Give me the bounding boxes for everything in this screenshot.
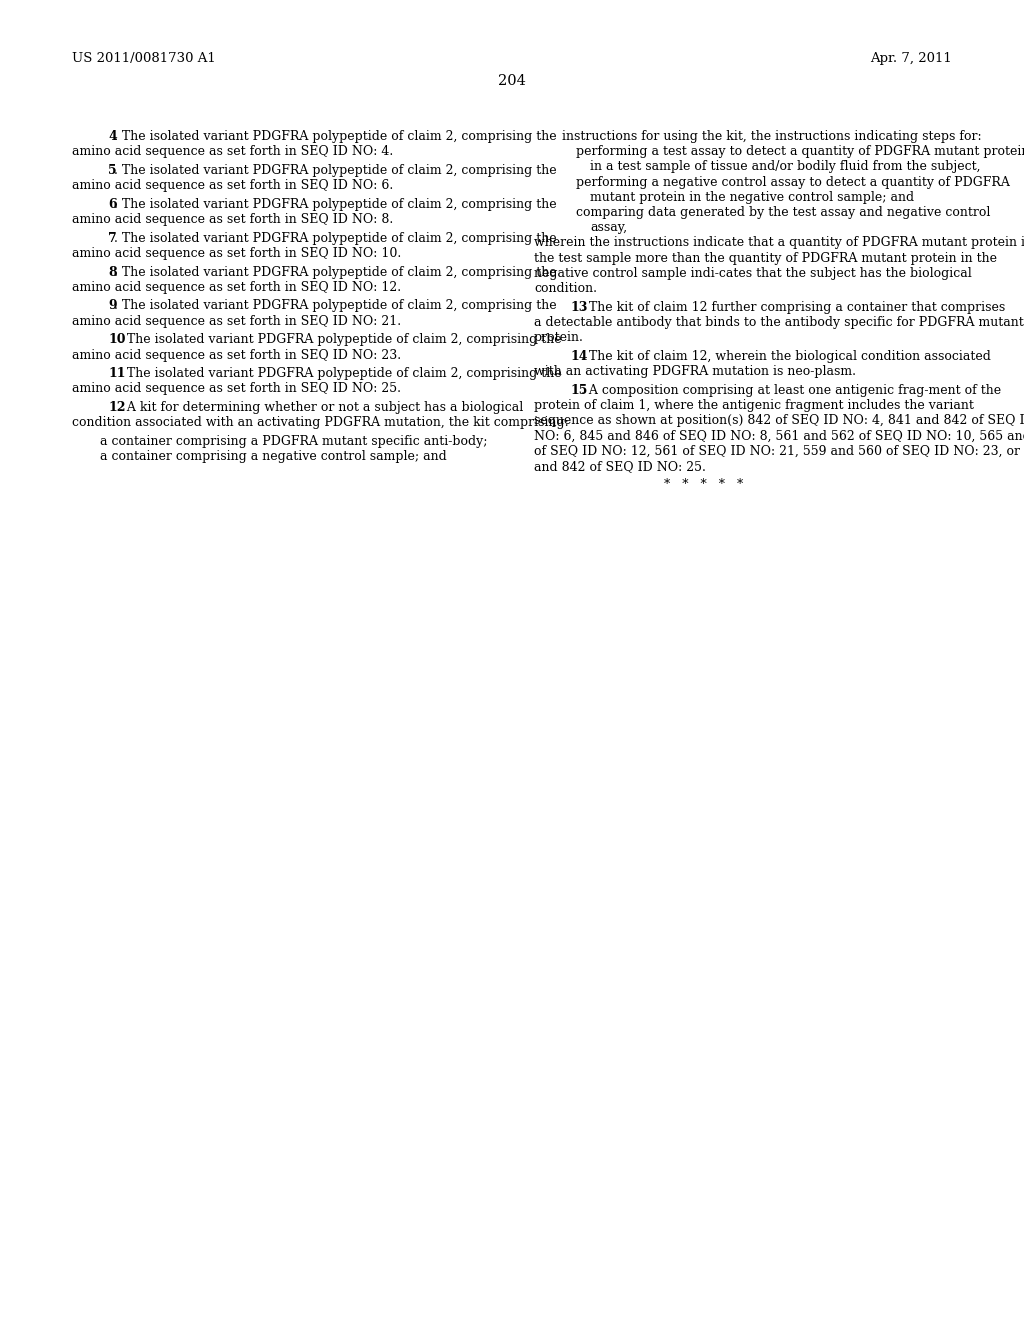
Text: Apr. 7, 2011: Apr. 7, 2011 xyxy=(870,51,952,65)
Text: 8: 8 xyxy=(108,265,117,279)
Text: performing a test assay to detect a quantity of PDGFRA mutant protein: performing a test assay to detect a quan… xyxy=(575,145,1024,158)
Text: performing a negative control assay to detect a quantity of PDGFRA: performing a negative control assay to d… xyxy=(575,176,1010,189)
Text: amino acid sequence as set forth in SEQ ID NO: 8.: amino acid sequence as set forth in SEQ … xyxy=(72,213,393,226)
Text: . The kit of claim 12 further comprising a container that comprises: . The kit of claim 12 further comprising… xyxy=(582,301,1006,314)
Text: . A composition comprising at least one antigenic frag-ment of the: . A composition comprising at least one … xyxy=(582,384,1001,397)
Text: mutant protein in the negative control sample; and: mutant protein in the negative control s… xyxy=(590,191,914,203)
Text: . The isolated variant PDGFRA polypeptide of claim 2, comprising the: . The isolated variant PDGFRA polypeptid… xyxy=(120,367,562,380)
Text: in a test sample of tissue and/or bodily fluid from the subject,: in a test sample of tissue and/or bodily… xyxy=(590,161,981,173)
Text: 13: 13 xyxy=(570,301,588,314)
Text: with an activating PDGFRA mutation is neo-plasm.: with an activating PDGFRA mutation is ne… xyxy=(534,366,856,378)
Text: the test sample more than the quantity of PDGFRA mutant protein in the: the test sample more than the quantity o… xyxy=(534,252,997,264)
Text: US 2011/0081730 A1: US 2011/0081730 A1 xyxy=(72,51,216,65)
Text: 6: 6 xyxy=(108,198,117,211)
Text: 11: 11 xyxy=(108,367,126,380)
Text: . The isolated variant PDGFRA polypeptide of claim 2, comprising the: . The isolated variant PDGFRA polypeptid… xyxy=(114,300,556,313)
Text: negative control sample indi-cates that the subject has the biological: negative control sample indi-cates that … xyxy=(534,267,972,280)
Text: *   *   *   *   *: * * * * * xyxy=(664,478,743,491)
Text: amino acid sequence as set forth in SEQ ID NO: 6.: amino acid sequence as set forth in SEQ … xyxy=(72,180,393,193)
Text: amino acid sequence as set forth in SEQ ID NO: 10.: amino acid sequence as set forth in SEQ … xyxy=(72,247,401,260)
Text: . The isolated variant PDGFRA polypeptide of claim 2, comprising the: . The isolated variant PDGFRA polypeptid… xyxy=(114,265,556,279)
Text: . The isolated variant PDGFRA polypeptide of claim 2, comprising the: . The isolated variant PDGFRA polypeptid… xyxy=(120,334,562,346)
Text: . The isolated variant PDGFRA polypeptide of claim 2, comprising the: . The isolated variant PDGFRA polypeptid… xyxy=(114,129,556,143)
Text: condition associated with an activating PDGFRA mutation, the kit comprising:: condition associated with an activating … xyxy=(72,416,568,429)
Text: . The isolated variant PDGFRA polypeptide of claim 2, comprising the: . The isolated variant PDGFRA polypeptid… xyxy=(114,232,556,244)
Text: protein.: protein. xyxy=(534,331,584,345)
Text: amino acid sequence as set forth in SEQ ID NO: 23.: amino acid sequence as set forth in SEQ … xyxy=(72,348,401,362)
Text: . The isolated variant PDGFRA polypeptide of claim 2, comprising the: . The isolated variant PDGFRA polypeptid… xyxy=(114,164,556,177)
Text: amino acid sequence as set forth in SEQ ID NO: 12.: amino acid sequence as set forth in SEQ … xyxy=(72,281,401,294)
Text: amino acid sequence as set forth in SEQ ID NO: 25.: amino acid sequence as set forth in SEQ … xyxy=(72,383,401,396)
Text: 9: 9 xyxy=(108,300,117,313)
Text: 10: 10 xyxy=(108,334,126,346)
Text: . A kit for determining whether or not a subject has a biological: . A kit for determining whether or not a… xyxy=(120,401,523,414)
Text: 12: 12 xyxy=(108,401,126,414)
Text: 4: 4 xyxy=(108,129,117,143)
Text: . The isolated variant PDGFRA polypeptide of claim 2, comprising the: . The isolated variant PDGFRA polypeptid… xyxy=(114,198,556,211)
Text: comparing data generated by the test assay and negative control: comparing data generated by the test ass… xyxy=(575,206,990,219)
Text: condition.: condition. xyxy=(534,282,597,294)
Text: 204: 204 xyxy=(498,74,526,88)
Text: . The kit of claim 12, wherein the biological condition associated: . The kit of claim 12, wherein the biolo… xyxy=(582,350,991,363)
Text: 15: 15 xyxy=(570,384,588,397)
Text: amino acid sequence as set forth in SEQ ID NO: 21.: amino acid sequence as set forth in SEQ … xyxy=(72,314,401,327)
Text: assay,: assay, xyxy=(590,222,627,234)
Text: a container comprising a PDGFRA mutant specific anti-body;: a container comprising a PDGFRA mutant s… xyxy=(100,436,487,447)
Text: instructions for using the kit, the instructions indicating steps for:: instructions for using the kit, the inst… xyxy=(562,129,982,143)
Text: wherein the instructions indicate that a quantity of PDGFRA mutant protein in: wherein the instructions indicate that a… xyxy=(534,236,1024,249)
Text: NO: 6, 845 and 846 of SEQ ID NO: 8, 561 and 562 of SEQ ID NO: 10, 565 and 566: NO: 6, 845 and 846 of SEQ ID NO: 8, 561 … xyxy=(534,429,1024,442)
Text: protein of claim 1, where the antigenic fragment includes the variant: protein of claim 1, where the antigenic … xyxy=(534,399,974,412)
Text: and 842 of SEQ ID NO: 25.: and 842 of SEQ ID NO: 25. xyxy=(534,459,706,473)
Text: 7: 7 xyxy=(108,232,117,244)
Text: a container comprising a negative control sample; and: a container comprising a negative contro… xyxy=(100,450,446,463)
Text: 5: 5 xyxy=(108,164,117,177)
Text: sequence as shown at position(s) 842 of SEQ ID NO: 4, 841 and 842 of SEQ ID: sequence as shown at position(s) 842 of … xyxy=(534,414,1024,428)
Text: 14: 14 xyxy=(570,350,588,363)
Text: a detectable antibody that binds to the antibody specific for PDGFRA mutant: a detectable antibody that binds to the … xyxy=(534,315,1024,329)
Text: of SEQ ID NO: 12, 561 of SEQ ID NO: 21, 559 and 560 of SEQ ID NO: 23, or 841: of SEQ ID NO: 12, 561 of SEQ ID NO: 21, … xyxy=(534,445,1024,458)
Text: amino acid sequence as set forth in SEQ ID NO: 4.: amino acid sequence as set forth in SEQ … xyxy=(72,145,393,158)
